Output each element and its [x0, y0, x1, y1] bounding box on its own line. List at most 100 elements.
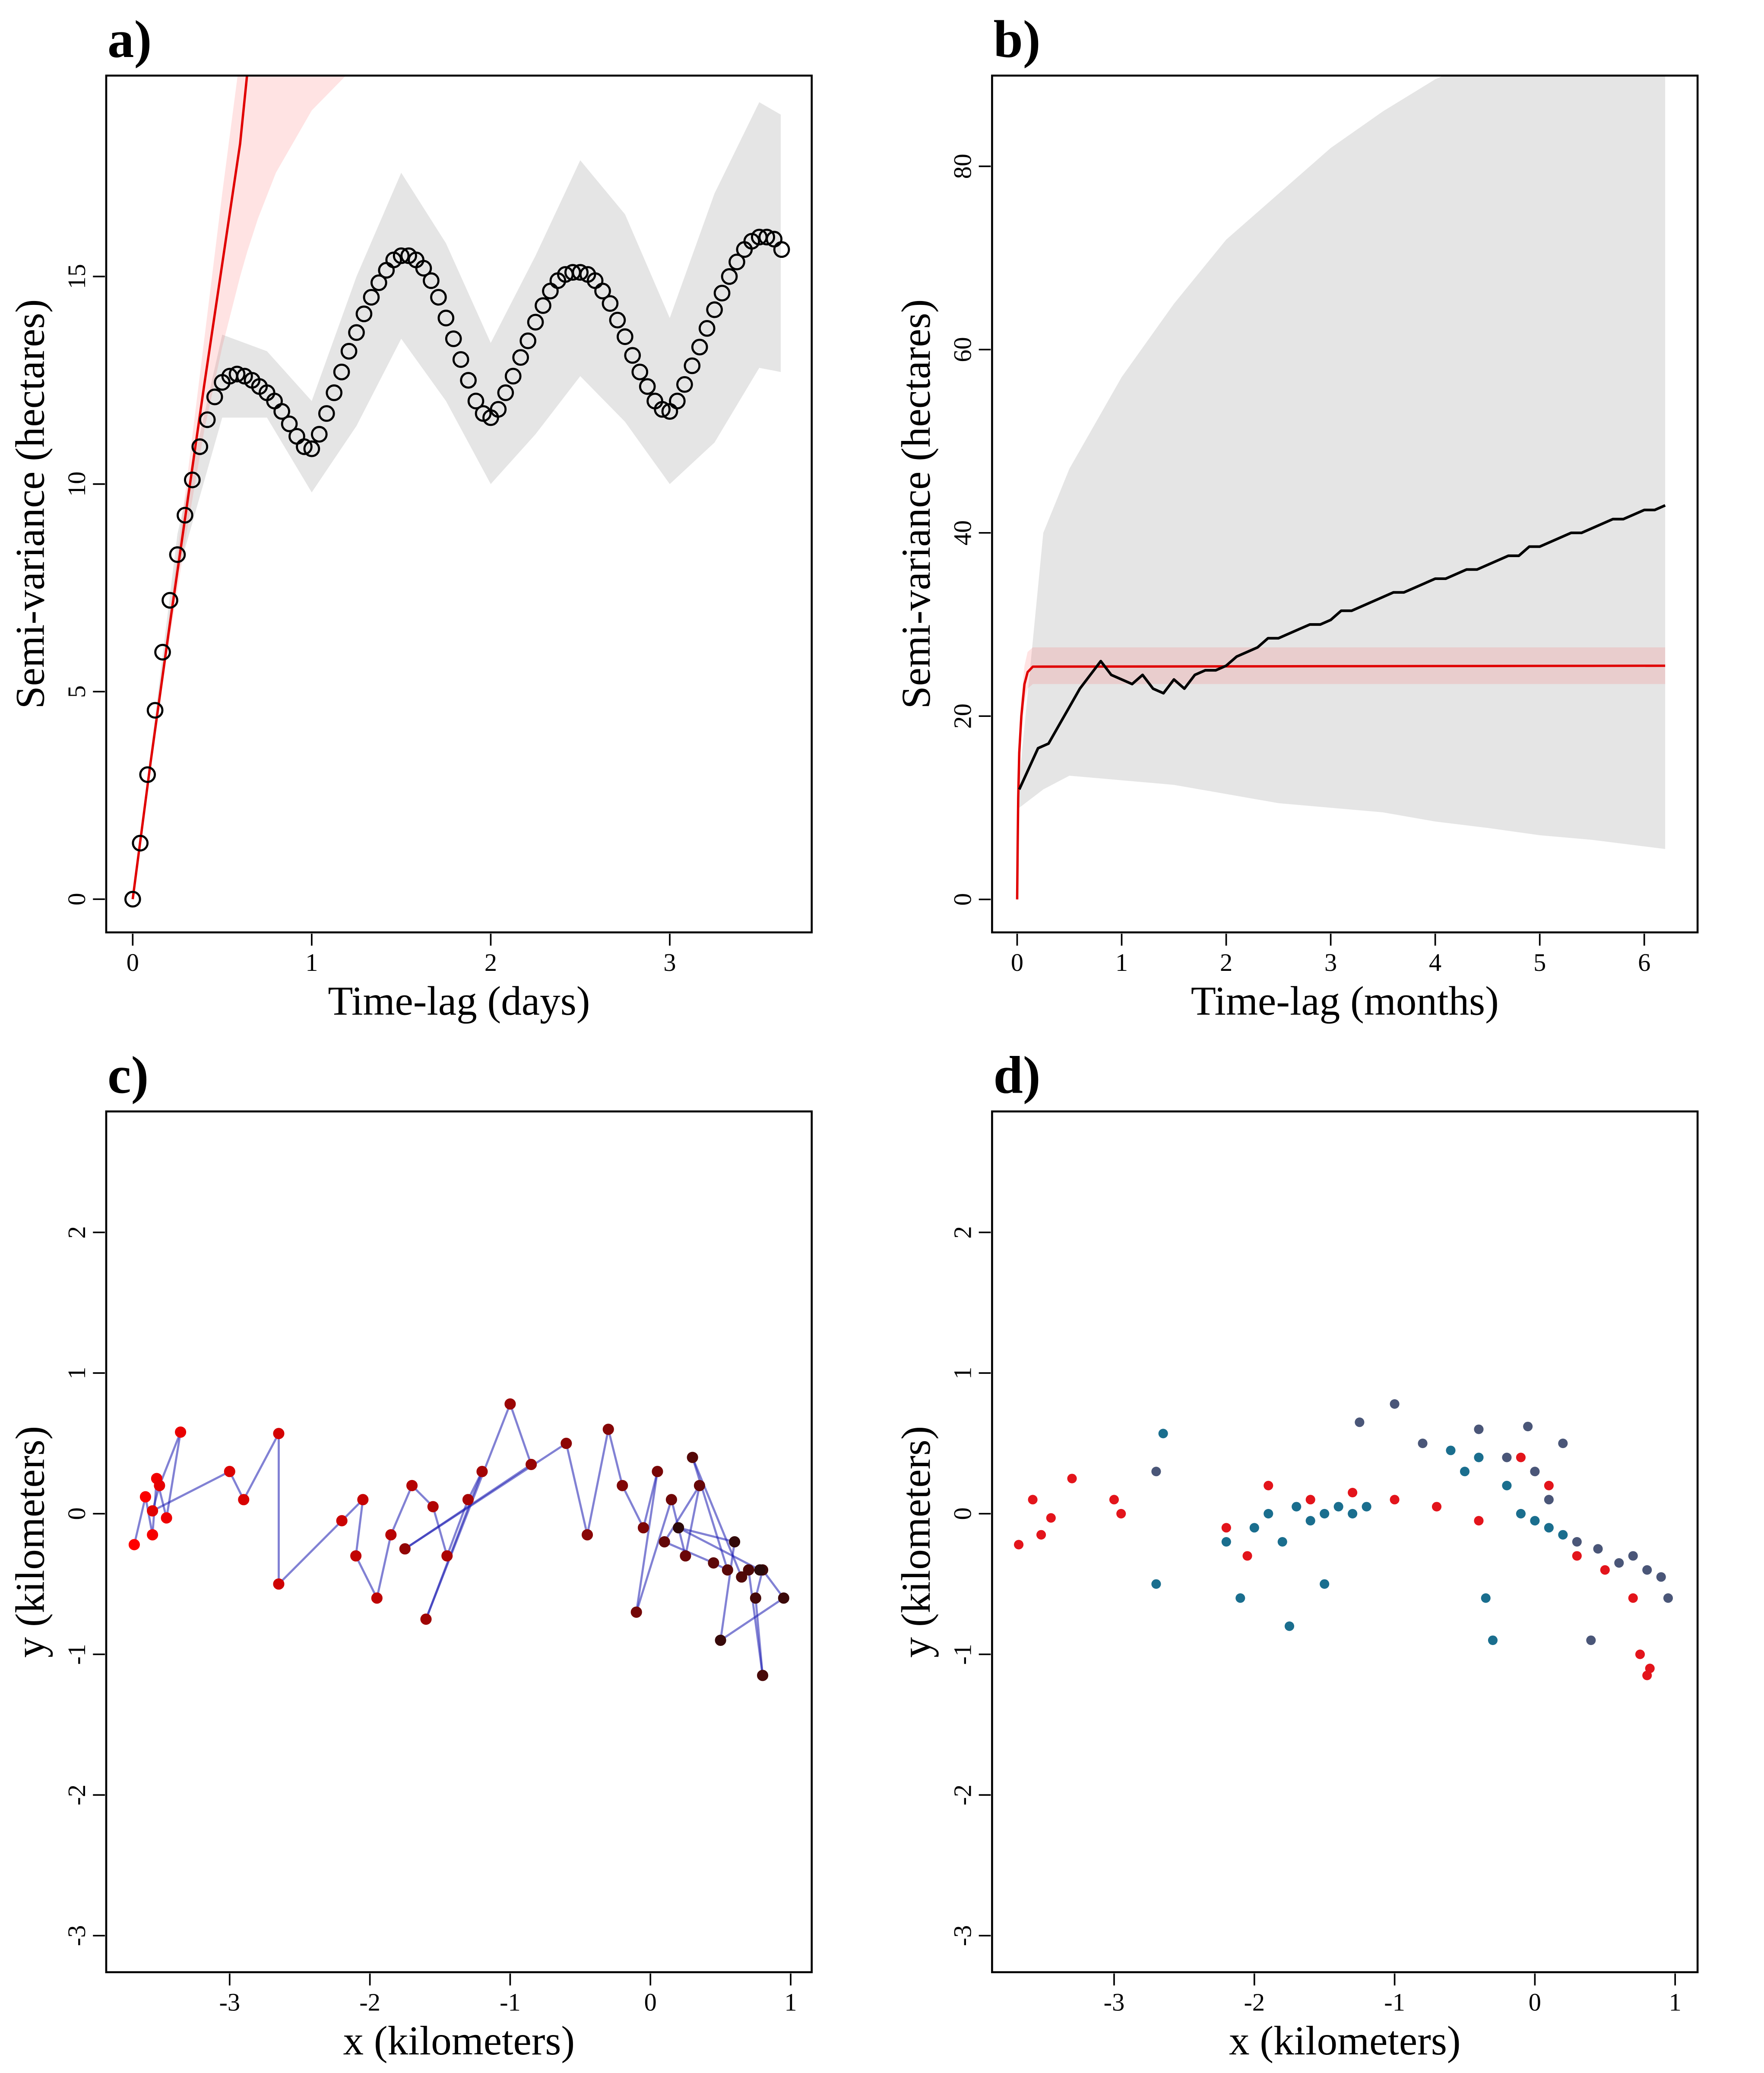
point [639, 378, 656, 395]
point [669, 393, 686, 409]
point [728, 254, 745, 270]
track-segment [663, 1485, 700, 1543]
track-segment [355, 1555, 378, 1599]
point [1628, 1551, 1638, 1561]
x-tick-label: -1 [1384, 1988, 1405, 2016]
y-tick-label: 60 [948, 337, 976, 362]
point [415, 260, 432, 277]
point [758, 228, 776, 246]
y-tick-label: 80 [948, 154, 976, 179]
point [721, 268, 738, 285]
track-segment [754, 1598, 764, 1676]
point [490, 401, 507, 418]
point [238, 1494, 250, 1506]
point [1390, 1399, 1400, 1409]
y-tick-label: 0 [948, 1507, 976, 1520]
plot-area [1016, 76, 1666, 900]
point [1151, 1467, 1161, 1477]
point [162, 592, 178, 609]
point [778, 1592, 789, 1604]
y-tick-label: 1 [948, 1367, 976, 1379]
point [139, 1491, 151, 1502]
point [1014, 1540, 1024, 1550]
point [581, 1529, 593, 1540]
track-segment [719, 1541, 736, 1641]
point [161, 1512, 172, 1524]
point [624, 347, 641, 364]
point [754, 1564, 766, 1576]
plot-frame [991, 1110, 1699, 1973]
x-tick-label: 1 [305, 948, 318, 976]
point [736, 1571, 747, 1583]
y-tick-label: 0 [948, 893, 976, 906]
track-segment [678, 1527, 735, 1543]
point [1474, 1516, 1484, 1526]
point [132, 834, 149, 852]
plot-frame [991, 74, 1699, 934]
point [406, 1480, 418, 1491]
x-tick-label: 3 [1324, 948, 1337, 976]
y-axis-label: y (kilometers) [893, 1426, 939, 1658]
y-tick-label: 2 [948, 1226, 976, 1239]
model-band [1017, 647, 1666, 900]
point [504, 368, 522, 385]
point [1242, 1551, 1252, 1561]
point [673, 1522, 684, 1534]
track-segment [152, 1471, 230, 1512]
point [184, 471, 201, 488]
point [750, 1592, 761, 1604]
point [1516, 1452, 1526, 1462]
point [273, 403, 290, 420]
point [462, 1494, 474, 1506]
point [773, 241, 790, 258]
point [527, 314, 544, 331]
track-segment [278, 1520, 343, 1585]
point [445, 330, 462, 347]
point [1292, 1502, 1302, 1512]
point [617, 328, 633, 345]
point [1390, 1495, 1400, 1505]
point [423, 272, 440, 289]
track-segment [144, 1496, 154, 1535]
point [420, 1613, 432, 1625]
point [1320, 1579, 1330, 1589]
point [757, 1670, 769, 1681]
point [175, 1426, 187, 1438]
point [1558, 1530, 1568, 1540]
point [1572, 1537, 1582, 1547]
point [1431, 1502, 1442, 1512]
x-tick-label: -1 [500, 1988, 521, 2016]
point [1614, 1558, 1624, 1568]
point [1446, 1445, 1456, 1455]
point [637, 1522, 649, 1534]
y-tick-label: 10 [63, 472, 91, 497]
track-segment [243, 1433, 280, 1500]
x-tick-label: 2 [485, 948, 497, 976]
point [128, 1539, 140, 1550]
y-axis-label: Semi-variance (hectares) [7, 299, 53, 709]
point [1523, 1421, 1533, 1432]
track-segment [684, 1485, 701, 1556]
plot-area [128, 1398, 789, 1681]
point [1628, 1593, 1638, 1603]
point [452, 351, 469, 368]
x-tick-label: -2 [1244, 1988, 1265, 2016]
point [340, 342, 358, 360]
point [206, 388, 223, 406]
point [1046, 1513, 1056, 1523]
point [1235, 1593, 1245, 1603]
x-tick-label: 5 [1533, 948, 1546, 976]
point [1348, 1509, 1358, 1518]
point [1502, 1480, 1512, 1490]
point [273, 1428, 285, 1439]
point [1418, 1439, 1428, 1449]
point [191, 438, 209, 455]
point [333, 363, 350, 380]
point [722, 1564, 733, 1576]
point [1544, 1480, 1554, 1490]
track-segment [425, 1404, 511, 1620]
point [393, 247, 410, 264]
x-axis-label: Time-lag (days) [328, 978, 590, 1024]
